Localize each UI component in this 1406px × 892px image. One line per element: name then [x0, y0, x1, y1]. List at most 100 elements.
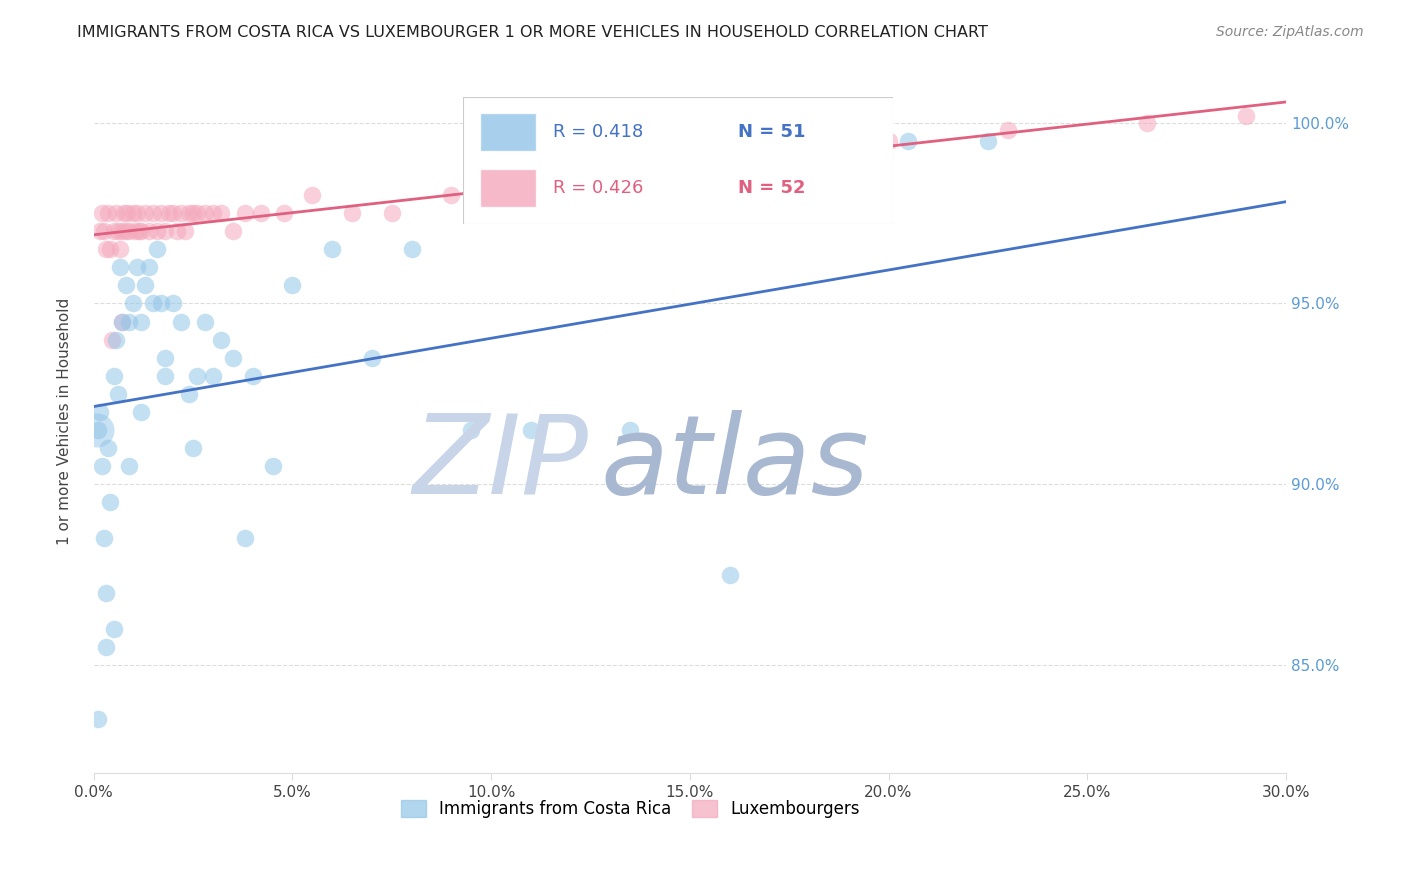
Point — [98, 242, 121, 256]
Point — [340, 206, 363, 220]
Point — [131, 314, 153, 328]
Point — [155, 224, 177, 238]
Text: IMMIGRANTS FROM COSTA RICA VS LUXEMBOURGER 1 OR MORE VEHICLES IN HOUSEHOLD CORRE: IMMIGRANTS FROM COSTA RICA VS LUXEMBOURG… — [77, 25, 988, 40]
Point — [124, 224, 146, 238]
Point — [122, 296, 145, 310]
Text: atlas: atlas — [600, 409, 869, 516]
Point — [112, 206, 135, 220]
Point — [301, 188, 323, 202]
Point — [233, 206, 256, 220]
Point — [131, 224, 153, 238]
Y-axis label: 1 or more Vehicles in Household: 1 or more Vehicles in Household — [58, 297, 72, 545]
Point — [110, 314, 132, 328]
Point — [262, 459, 284, 474]
Point — [174, 224, 197, 238]
Point — [150, 296, 173, 310]
Point — [222, 351, 245, 365]
Point — [281, 278, 304, 293]
Point — [127, 206, 149, 220]
Point — [86, 423, 108, 437]
Point — [997, 123, 1019, 137]
Point — [146, 224, 169, 238]
Point — [146, 242, 169, 256]
Point — [142, 296, 165, 310]
Point — [897, 134, 920, 148]
Legend: Immigrants from Costa Rica, Luxembourgers: Immigrants from Costa Rica, Luxembourger… — [394, 794, 866, 825]
Point — [222, 224, 245, 238]
Point — [103, 368, 125, 383]
Point — [98, 495, 121, 509]
Point — [108, 242, 131, 256]
Point — [401, 242, 423, 256]
Point — [209, 206, 232, 220]
Point — [381, 206, 404, 220]
Point — [110, 224, 132, 238]
Point — [249, 206, 271, 220]
Point — [1136, 116, 1159, 130]
Point — [150, 206, 173, 220]
Point — [104, 333, 127, 347]
Point — [111, 314, 134, 328]
Point — [103, 224, 125, 238]
Point — [619, 423, 641, 437]
Point — [97, 441, 120, 455]
Point — [94, 585, 117, 599]
Point — [361, 351, 384, 365]
Point — [118, 459, 141, 474]
Point — [90, 459, 112, 474]
Text: Source: ZipAtlas.com: Source: ZipAtlas.com — [1216, 25, 1364, 39]
Point — [107, 224, 129, 238]
Point — [131, 405, 153, 419]
Point — [108, 260, 131, 275]
Point — [155, 351, 177, 365]
Point — [138, 260, 160, 275]
Point — [170, 314, 193, 328]
Point — [90, 206, 112, 220]
Point — [117, 206, 139, 220]
Point — [118, 224, 141, 238]
Point — [194, 206, 217, 220]
Point — [520, 423, 543, 437]
Point — [93, 224, 115, 238]
Point — [94, 640, 117, 654]
Point — [1234, 109, 1257, 123]
Point — [127, 260, 149, 275]
Point — [166, 224, 188, 238]
Text: ZIP: ZIP — [412, 409, 589, 516]
Point — [162, 296, 184, 310]
Point — [186, 206, 208, 220]
Point — [201, 368, 224, 383]
Point — [242, 368, 264, 383]
Point — [89, 405, 111, 419]
Point — [201, 206, 224, 220]
Point — [194, 314, 217, 328]
Point — [134, 278, 156, 293]
Point — [877, 134, 900, 148]
Point — [460, 423, 482, 437]
Point — [977, 134, 1000, 148]
Point — [540, 169, 562, 184]
Point — [181, 441, 204, 455]
Point — [177, 206, 200, 220]
Point — [86, 712, 108, 726]
Point — [177, 387, 200, 401]
Point — [100, 333, 122, 347]
Point — [170, 206, 193, 220]
Point — [93, 532, 115, 546]
Point — [440, 188, 463, 202]
Point — [209, 333, 232, 347]
Point — [86, 423, 108, 437]
Point — [118, 314, 141, 328]
Point — [89, 224, 111, 238]
Point — [181, 206, 204, 220]
Point — [142, 206, 165, 220]
Point — [321, 242, 343, 256]
Point — [157, 206, 180, 220]
Point — [128, 224, 150, 238]
Point — [122, 206, 145, 220]
Point — [155, 368, 177, 383]
Point — [162, 206, 184, 220]
Point — [114, 224, 136, 238]
Point — [97, 206, 120, 220]
Point — [233, 532, 256, 546]
